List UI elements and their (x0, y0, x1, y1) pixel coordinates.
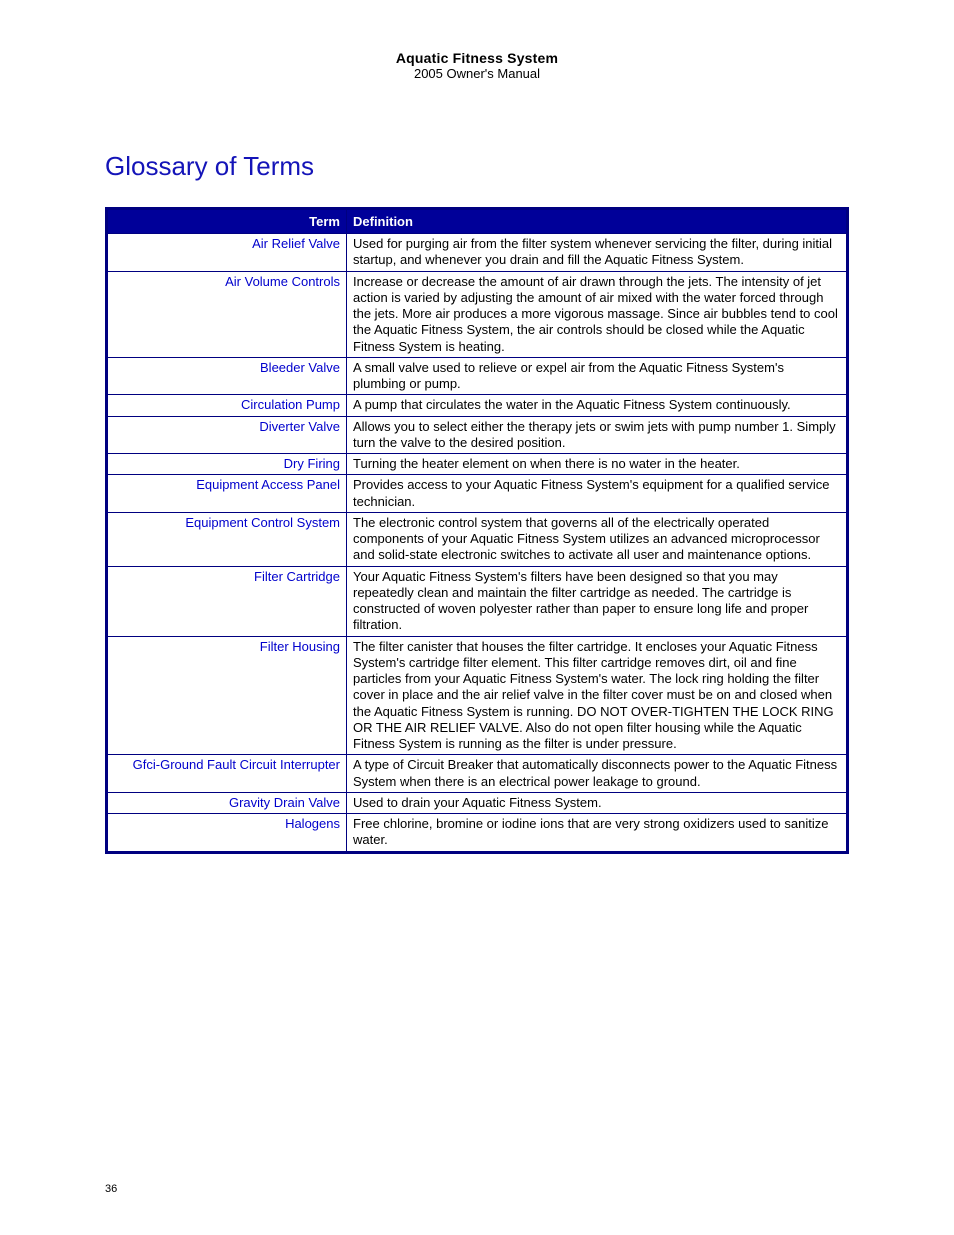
term-cell: Halogens (107, 814, 347, 853)
definition-cell: Used to drain your Aquatic Fitness Syste… (347, 792, 848, 813)
term-cell: Gravity Drain Valve (107, 792, 347, 813)
glossary-table: Term Definition Air Relief ValveUsed for… (105, 207, 849, 854)
definition-cell: Used for purging air from the filter sys… (347, 234, 848, 272)
term-cell: Diverter Valve (107, 416, 347, 454)
table-row: Air Relief ValveUsed for purging air fro… (107, 234, 848, 272)
definition-cell: Allows you to select either the therapy … (347, 416, 848, 454)
column-header-term: Term (107, 209, 347, 234)
table-row: Air Volume ControlsIncrease or decrease … (107, 271, 848, 357)
table-row: Circulation PumpA pump that circulates t… (107, 395, 848, 416)
term-cell: Circulation Pump (107, 395, 347, 416)
table-row: Bleeder ValveA small valve used to relie… (107, 357, 848, 395)
table-row: Diverter ValveAllows you to select eithe… (107, 416, 848, 454)
definition-cell: Provides access to your Aquatic Fitness … (347, 475, 848, 513)
term-cell: Bleeder Valve (107, 357, 347, 395)
definition-cell: A pump that circulates the water in the … (347, 395, 848, 416)
column-header-definition: Definition (347, 209, 848, 234)
page-number: 36 (105, 1183, 117, 1195)
definition-cell: Turning the heater element on when there… (347, 454, 848, 475)
table-row: Gravity Drain ValveUsed to drain your Aq… (107, 792, 848, 813)
section-title: Glossary of Terms (105, 151, 849, 182)
term-cell: Gfci-Ground Fault Circuit Interrupter (107, 755, 347, 793)
definition-cell: Increase or decrease the amount of air d… (347, 271, 848, 357)
table-row: HalogensFree chlorine, bromine or iodine… (107, 814, 848, 853)
term-cell: Equipment Control System (107, 512, 347, 566)
definition-cell: The electronic control system that gover… (347, 512, 848, 566)
table-body: Air Relief ValveUsed for purging air fro… (107, 234, 848, 853)
table-row: Filter CartridgeYour Aquatic Fitness Sys… (107, 566, 848, 636)
table-row: Equipment Control SystemThe electronic c… (107, 512, 848, 566)
definition-cell: Free chlorine, bromine or iodine ions th… (347, 814, 848, 853)
header-title: Aquatic Fitness System (105, 50, 849, 66)
definition-cell: The filter canister that houses the filt… (347, 636, 848, 755)
table-header-row: Term Definition (107, 209, 848, 234)
term-cell: Air Volume Controls (107, 271, 347, 357)
definition-cell: A small valve used to relieve or expel a… (347, 357, 848, 395)
term-cell: Dry Firing (107, 454, 347, 475)
table-row: Gfci-Ground Fault Circuit InterrupterA t… (107, 755, 848, 793)
term-cell: Equipment Access Panel (107, 475, 347, 513)
table-row: Dry FiringTurning the heater element on … (107, 454, 848, 475)
term-cell: Filter Cartridge (107, 566, 347, 636)
term-cell: Air Relief Valve (107, 234, 347, 272)
page: Aquatic Fitness System 2005 Owner's Manu… (0, 0, 954, 1235)
table-row: Filter HousingThe filter canister that h… (107, 636, 848, 755)
table-row: Equipment Access PanelProvides access to… (107, 475, 848, 513)
definition-cell: Your Aquatic Fitness System's filters ha… (347, 566, 848, 636)
header-subtitle: 2005 Owner's Manual (105, 66, 849, 81)
definition-cell: A type of Circuit Breaker that automatic… (347, 755, 848, 793)
term-cell: Filter Housing (107, 636, 347, 755)
page-header: Aquatic Fitness System 2005 Owner's Manu… (105, 50, 849, 81)
